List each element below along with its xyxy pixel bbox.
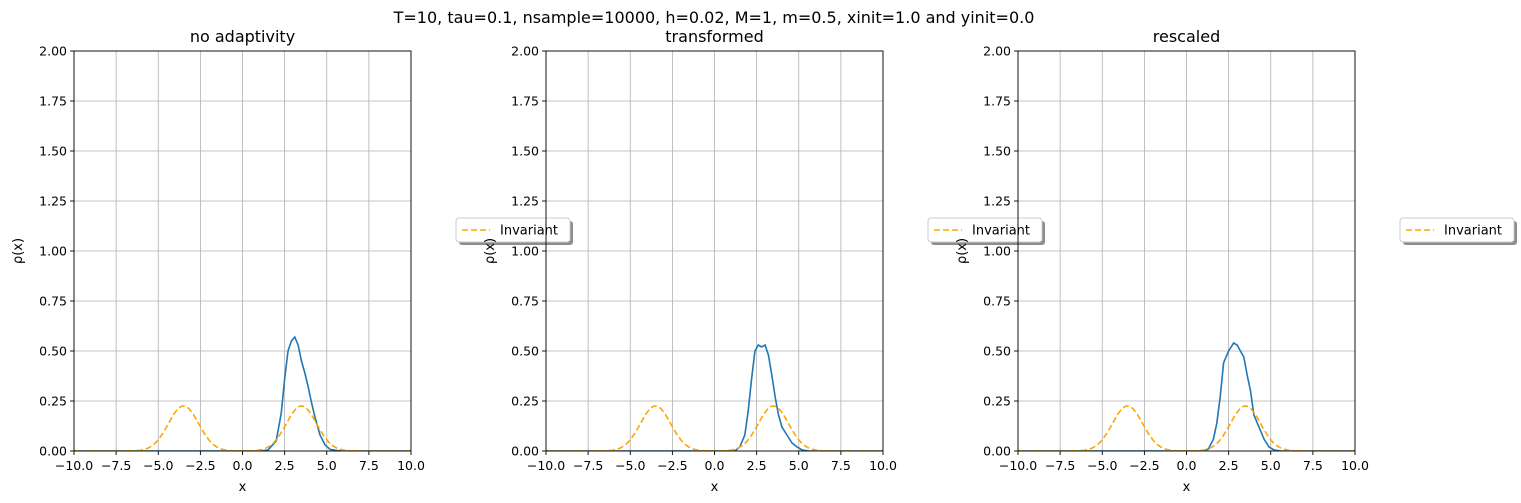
- y-axis-label: ρ(x): [955, 238, 970, 264]
- y-tick-label: 0.75: [983, 294, 1011, 309]
- x-tick-label: 2.5: [1219, 458, 1239, 473]
- x-tick-label: −7.5: [573, 458, 603, 473]
- y-tick-label: 1.00: [983, 244, 1011, 259]
- y-tick-label: 0.00: [983, 444, 1011, 459]
- x-tick-label: 7.5: [359, 458, 379, 473]
- y-tick-label: 2.00: [511, 44, 539, 59]
- y-tick-label: 2.00: [39, 44, 67, 59]
- legend-label: Invariant: [500, 224, 558, 239]
- y-tick-label: 0.00: [511, 444, 539, 459]
- y-tick-label: 0.25: [983, 394, 1011, 409]
- x-tick-label: −7.5: [1045, 458, 1075, 473]
- y-tick-label: 1.75: [983, 94, 1011, 109]
- y-tick-label: 1.00: [511, 244, 539, 259]
- x-tick-label: −2.5: [185, 458, 215, 473]
- x-tick-label: −10.0: [527, 458, 565, 473]
- panel-2: −10.0 −7.5 −5.0 −2.5 0.0 2.5 5.0 7.5 10.0 0.00 0.2…: [483, 27, 1045, 495]
- x-tick-label: −5.0: [1087, 458, 1117, 473]
- legend-box: [927, 217, 1043, 243]
- y-tick-label: 1.75: [39, 94, 67, 109]
- y-tick-label: 1.25: [511, 194, 539, 209]
- x-axis-label: x: [1183, 480, 1191, 495]
- legend: Invariant: [1399, 217, 1517, 245]
- figure-suptitle: T=10, tau=0.1, nsample=10000, h=0.02, M=…: [393, 8, 1035, 27]
- x-tick-label: −5.0: [615, 458, 645, 473]
- y-tick-label: 1.00: [39, 244, 67, 259]
- x-tick-label: 7.5: [1303, 458, 1323, 473]
- y-tick-label: 1.50: [39, 144, 67, 159]
- x-tick-label: −7.5: [101, 458, 131, 473]
- y-tick-label: 0.00: [39, 444, 67, 459]
- x-tick-label: 0.0: [1177, 458, 1197, 473]
- x-tick-label: 10.0: [869, 458, 897, 473]
- y-tick-label: 0.25: [511, 394, 539, 409]
- y-tick-label: 0.75: [39, 294, 67, 309]
- panels-group: −10.0 −7.5 −5.0 −2.5 0.0 2.5 5.0 7.5 10.0 0.00 0.2…: [11, 27, 1517, 495]
- x-tick-label: 10.0: [397, 458, 425, 473]
- panel-title: no adaptivity: [190, 27, 295, 46]
- panel-title: transformed: [665, 27, 763, 46]
- y-tick-label: 0.25: [39, 394, 67, 409]
- x-tick-label: −10.0: [55, 458, 93, 473]
- x-tick-label: −2.5: [657, 458, 687, 473]
- y-axis-label: ρ(x): [483, 238, 498, 264]
- x-tick-label: −10.0: [999, 458, 1037, 473]
- sampled-density-line: [1018, 341, 1355, 451]
- legend-label: Invariant: [1444, 224, 1502, 239]
- x-axis-label: x: [711, 480, 719, 495]
- x-tick-label: 5.0: [317, 458, 337, 473]
- panel-1: −10.0 −7.5 −5.0 −2.5 0.0 2.5 5.0 7.5 10.0 0.00 0.2…: [11, 27, 573, 495]
- y-tick-label: 1.25: [39, 194, 67, 209]
- x-tick-label: −5.0: [143, 458, 173, 473]
- y-axis-label: ρ(x): [11, 238, 26, 264]
- x-tick-label: 0.0: [233, 458, 253, 473]
- x-tick-label: 7.5: [831, 458, 851, 473]
- sampled-density-line: [546, 343, 883, 451]
- sampled-density-line: [74, 335, 411, 451]
- panel-title: rescaled: [1153, 27, 1220, 46]
- x-tick-label: 5.0: [789, 458, 809, 473]
- y-tick-label: 0.50: [983, 344, 1011, 359]
- x-tick-label: 0.0: [705, 458, 725, 473]
- y-tick-label: 0.75: [511, 294, 539, 309]
- x-tick-label: 2.5: [275, 458, 295, 473]
- legend-label: Invariant: [972, 224, 1030, 239]
- y-tick-label: 1.50: [511, 144, 539, 159]
- y-tick-label: 2.00: [983, 44, 1011, 59]
- legend-box: [1399, 217, 1515, 243]
- y-tick-label: 1.25: [983, 194, 1011, 209]
- y-tick-label: 1.50: [983, 144, 1011, 159]
- y-tick-label: 1.75: [511, 94, 539, 109]
- legend: Invariant: [455, 217, 573, 245]
- y-tick-label: 0.50: [511, 344, 539, 359]
- x-axis-label: x: [239, 480, 247, 495]
- y-tick-label: 0.50: [39, 344, 67, 359]
- legend-box: [455, 217, 571, 243]
- x-tick-label: 2.5: [747, 458, 767, 473]
- x-tick-label: 10.0: [1341, 458, 1369, 473]
- x-tick-label: 5.0: [1261, 458, 1281, 473]
- x-tick-label: −2.5: [1129, 458, 1159, 473]
- legend: Invariant: [927, 217, 1045, 245]
- panel-3: −10.0 −7.5 −5.0 −2.5 0.0 2.5 5.0 7.5 10.0 0.00 0.2…: [955, 27, 1517, 495]
